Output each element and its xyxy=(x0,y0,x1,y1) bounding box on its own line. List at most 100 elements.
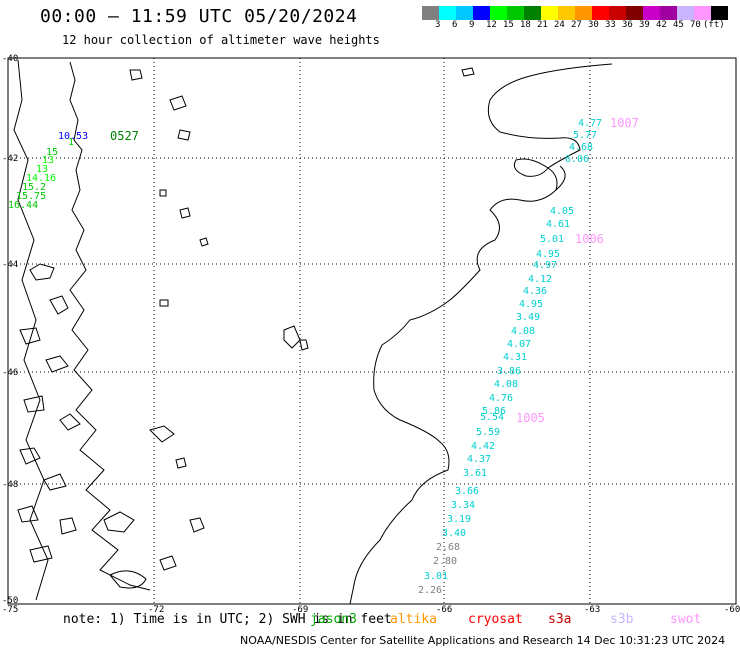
page-subtitle: 12 hour collection of altimeter wave hei… xyxy=(62,33,380,47)
color-swatch xyxy=(524,6,541,20)
footer-note: note: 1) Time is in UTC; 2) SWH is in fe… xyxy=(63,612,392,627)
color-swatch xyxy=(456,6,473,20)
swh-value-label: 6.06 xyxy=(565,154,589,165)
swh-value-label: 3.01 xyxy=(424,571,448,582)
color-legend-label: (ft) xyxy=(703,20,725,30)
swh-value-label: 5.59 xyxy=(476,427,500,438)
swh-value-label: 4.77 xyxy=(578,118,602,129)
x-label-2: -69 xyxy=(292,605,308,615)
color-legend-label: 27 xyxy=(571,20,582,30)
satellite-legend-s3a: s3a xyxy=(548,612,572,627)
swh-value-label: 4.08 xyxy=(494,379,518,390)
color-swatch xyxy=(711,6,728,20)
swh-value-label: 3.19 xyxy=(447,514,471,525)
pass-time-label: 1006 xyxy=(575,232,604,246)
coastlines xyxy=(13,59,613,605)
chile-coast-outer xyxy=(13,59,49,601)
swh-value-label: 13 xyxy=(42,155,54,166)
axis-labels: -75 -72 -69 -66 -63 -60 -40 -42 -44 -46 … xyxy=(2,54,740,615)
track-east: 4.775.774.686.064.054.615.014.954.974.12… xyxy=(418,118,602,596)
color-swatch xyxy=(575,6,592,20)
color-legend-label: 36 xyxy=(622,20,633,30)
color-swatch xyxy=(490,6,507,20)
swh-value-label: 3.49 xyxy=(516,312,540,323)
argentina-coast xyxy=(349,63,613,605)
valdes-peninsula xyxy=(513,158,549,177)
x-label-3: -66 xyxy=(436,605,452,615)
pass-time-label: 1005 xyxy=(516,411,545,425)
swh-value-label: 3.66 xyxy=(455,486,479,497)
pass-time-label: 0527 xyxy=(110,129,139,143)
color-swatch xyxy=(592,6,609,20)
chile-coast xyxy=(69,61,151,591)
swh-value-label: 4.36 xyxy=(523,286,547,297)
color-legend-labels: 3 6 9 12 15 18 21 24 27 30 33 36 39 42 45 70 (ft) xyxy=(422,20,740,34)
map-frame xyxy=(7,57,737,605)
color-legend-label: 15 xyxy=(503,20,514,30)
swh-value-label: 5.86 xyxy=(482,406,506,417)
color-legend-label: 3 xyxy=(435,20,441,30)
swh-value-label: 15.75 xyxy=(16,191,46,202)
color-swatch xyxy=(507,6,524,20)
swh-value-label: 14.16 xyxy=(26,173,56,184)
swh-value-label: 4.08 xyxy=(511,326,535,337)
x-label-4: -63 xyxy=(584,605,600,615)
color-legend-label: 33 xyxy=(605,20,616,30)
color-legend-label: 21 xyxy=(537,20,548,30)
color-legend-label: 30 xyxy=(588,20,599,30)
y-label-2: -44 xyxy=(2,260,18,270)
color-legend-label: 70 xyxy=(690,20,701,30)
color-legend-label: 39 xyxy=(639,20,650,30)
color-swatch xyxy=(660,6,677,20)
swh-value-label: 4.95 xyxy=(519,299,543,310)
swh-value-label: 2.68 xyxy=(436,542,460,553)
color-swatch xyxy=(541,6,558,20)
time-labels: 0527 1007 1006 1005 xyxy=(110,116,639,425)
swh-value-label: 3.34 xyxy=(451,500,475,511)
swh-value-label: 5.54 xyxy=(480,412,504,423)
swh-value-label: 4.95 xyxy=(536,249,560,260)
color-legend-bar xyxy=(422,6,728,20)
swh-value-label: 4.61 xyxy=(546,219,570,230)
map-grid xyxy=(8,58,736,604)
swh-value-label: 16.44 xyxy=(8,200,38,211)
credit-line: NOAA/NESDIS Center for Satellite Applica… xyxy=(240,634,726,647)
color-swatch xyxy=(558,6,575,20)
color-swatch xyxy=(473,6,490,20)
swh-value-label: 10.53 xyxy=(58,131,88,142)
swh-value-label: 4.76 xyxy=(489,393,513,404)
color-legend-label: 45 xyxy=(673,20,684,30)
swh-value-label: 4.37 xyxy=(467,454,491,465)
swh-value-label: 1 xyxy=(68,137,74,148)
color-legend-label: 24 xyxy=(554,20,565,30)
satellite-legend-altika: altika xyxy=(390,612,437,627)
satellite-legend-s3b: s3b xyxy=(610,612,634,627)
x-label-5: -60 xyxy=(724,605,740,615)
x-label-0: -75 xyxy=(2,605,18,615)
swh-value-label: 3.86 xyxy=(497,366,521,377)
satellite-legend-jason3: jason3 xyxy=(310,612,357,627)
color-swatch xyxy=(422,6,439,20)
swh-value-label: 3.40 xyxy=(442,528,466,539)
swh-value-label: 4.07 xyxy=(507,339,531,350)
color-legend-label: 12 xyxy=(486,20,497,30)
color-swatch xyxy=(677,6,694,20)
swh-value-label: 4.12 xyxy=(528,274,552,285)
color-swatch xyxy=(439,6,456,20)
color-swatch xyxy=(609,6,626,20)
swh-value-label: 3.61 xyxy=(463,468,487,479)
swh-value-label: 15.2 xyxy=(22,182,46,193)
y-label-4: -48 xyxy=(2,480,18,490)
swh-value-label: 4.97 xyxy=(533,260,557,271)
swh-value-label: 5.77 xyxy=(573,130,597,141)
swh-value-label: 4.68 xyxy=(569,142,593,153)
swh-value-label: 2.80 xyxy=(433,556,457,567)
x-label-1: -72 xyxy=(148,605,164,615)
color-legend-label: 9 xyxy=(469,20,475,30)
satellite-legend-swot: swot xyxy=(670,612,702,627)
swh-value-label: 4.31 xyxy=(503,352,527,363)
swh-value-label: 4.05 xyxy=(550,206,574,217)
color-swatch xyxy=(694,6,711,20)
